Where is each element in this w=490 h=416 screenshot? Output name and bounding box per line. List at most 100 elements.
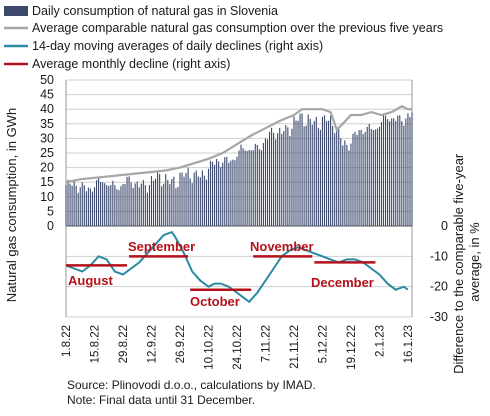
bar	[114, 185, 116, 226]
bar	[108, 185, 110, 226]
bar	[409, 117, 411, 226]
x-tick: 5.12.22	[317, 325, 329, 363]
bar	[277, 133, 279, 226]
bar	[69, 183, 71, 226]
x-tick: 7.11.22	[260, 325, 272, 363]
bar	[100, 181, 102, 226]
bar	[327, 120, 330, 226]
bar	[244, 150, 246, 226]
bar	[146, 192, 148, 226]
bar	[287, 127, 289, 226]
bar	[271, 127, 273, 226]
x-tick: 26.9.22	[175, 325, 187, 363]
bar	[393, 118, 395, 226]
bar	[138, 187, 140, 226]
bar	[364, 131, 366, 226]
legend-monthly-decline: Average monthly decline (right axis)	[32, 57, 230, 71]
bar	[366, 126, 368, 226]
bar	[112, 180, 114, 226]
y-tick-right: 0	[441, 219, 448, 233]
bar	[285, 125, 287, 226]
bar	[411, 112, 413, 226]
daily-consumption-bars	[65, 112, 413, 226]
bar	[216, 158, 218, 226]
bar	[134, 183, 136, 226]
y-tick-right: -20	[430, 280, 448, 294]
label-december: December	[311, 275, 374, 290]
bar	[279, 127, 281, 226]
bar	[177, 187, 179, 226]
bar	[152, 180, 155, 226]
bar	[368, 124, 370, 226]
y-axis-right: 0 -10 -20 -30	[430, 219, 448, 324]
bar	[273, 132, 275, 226]
bar	[161, 186, 163, 226]
bar	[175, 188, 177, 226]
bar	[220, 166, 222, 226]
bar	[350, 143, 352, 226]
bar	[338, 128, 340, 226]
bar	[140, 183, 142, 226]
x-tick: 12.9.22	[146, 325, 158, 363]
bar	[173, 176, 175, 226]
bar	[132, 187, 134, 226]
bar	[389, 121, 391, 226]
y-tick-right: -10	[430, 249, 448, 263]
bar	[187, 167, 189, 226]
x-tick: 1.8.22	[61, 325, 73, 357]
bar	[136, 181, 138, 226]
bar	[191, 183, 193, 226]
bar	[222, 162, 224, 226]
bar	[67, 179, 69, 226]
bar	[224, 157, 226, 226]
bar	[65, 185, 67, 226]
bar	[128, 176, 130, 226]
bar	[260, 150, 262, 226]
bar	[81, 182, 83, 226]
bar	[89, 188, 91, 226]
bar	[342, 145, 344, 226]
bar	[110, 184, 112, 226]
bar	[95, 180, 98, 226]
x-tick: 2.1.23	[374, 325, 386, 357]
bar	[199, 177, 201, 226]
bar	[124, 184, 126, 226]
bar	[370, 129, 372, 226]
y-tick-left: 15	[40, 175, 54, 189]
bar	[401, 121, 403, 226]
bar	[391, 118, 393, 226]
bar	[291, 128, 293, 226]
bar	[93, 187, 96, 226]
y-tick-left: 35	[40, 117, 54, 131]
bar	[181, 172, 183, 226]
bar	[144, 184, 146, 226]
y-tick-left: 10	[40, 190, 54, 204]
bar	[218, 161, 220, 226]
bar	[87, 187, 89, 226]
bar	[297, 120, 299, 226]
x-tick: 16.1.23	[403, 325, 415, 363]
bar	[130, 182, 132, 226]
bar	[405, 118, 407, 226]
label-october: October	[190, 294, 240, 309]
bar	[205, 179, 207, 226]
bar	[163, 183, 165, 226]
bar	[120, 186, 122, 226]
y-tick-left: 45	[40, 88, 54, 102]
bar	[240, 144, 242, 226]
bar	[330, 115, 332, 226]
bar	[214, 164, 216, 226]
bar	[106, 185, 108, 226]
x-tick: 15.8.22	[89, 325, 101, 363]
bar	[399, 115, 401, 226]
bar	[201, 170, 203, 226]
bar	[242, 148, 244, 226]
bar	[303, 126, 305, 226]
bar	[374, 129, 376, 226]
x-tick: 21.11.22	[289, 325, 301, 369]
bar	[354, 131, 356, 226]
bar	[356, 134, 358, 226]
label-november: November	[250, 239, 314, 254]
